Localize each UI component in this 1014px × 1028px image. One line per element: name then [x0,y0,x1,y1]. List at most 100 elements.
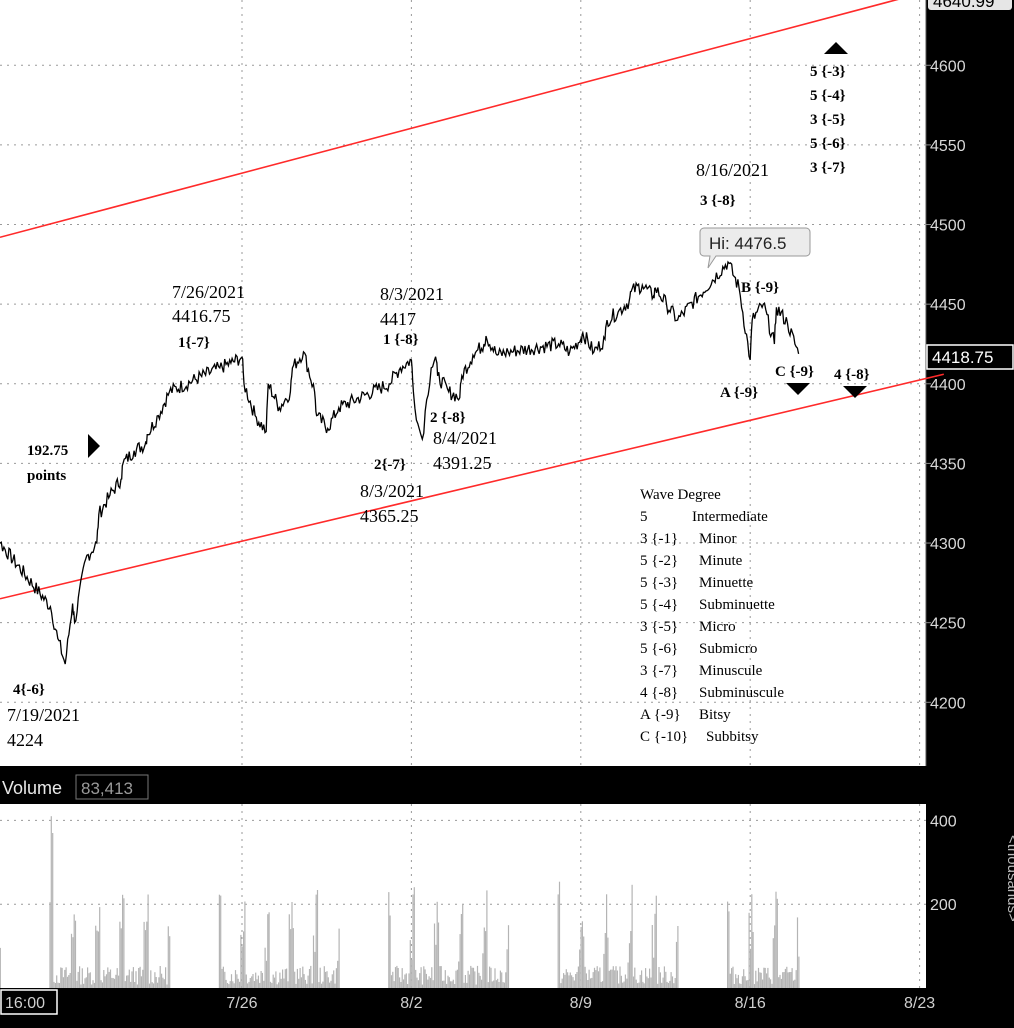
volume-bar [80,984,82,988]
volume-bar [432,980,434,988]
volume-bar [337,960,339,988]
volume-bar [85,977,87,988]
volume-bar [665,971,667,988]
volume-bar [120,928,122,988]
volume-bar [394,967,397,988]
volume-bar [796,917,799,988]
volume-bar [593,967,596,988]
volume-bar [323,966,325,988]
volume-bar [167,926,169,988]
volume-bar [157,982,159,988]
volume-bar [119,921,121,988]
volume-bar [388,892,390,988]
volume-bar [237,978,239,988]
legend-code: 3 {-5} [640,619,678,635]
volume-bar [123,898,125,988]
volume-bar [331,974,333,988]
volume-bar [493,980,495,988]
annotation-line: 8/4/2021 [433,428,497,448]
volume-bar [420,967,422,988]
volume-bar [505,972,507,988]
price-tick-label: 4200 [930,695,966,712]
volume-bar [146,921,148,988]
volume-bar [581,921,583,988]
annotation-7-19: 7/19/2021 4224 [7,705,80,750]
volume-bar [576,972,578,988]
volume-bar [623,981,625,988]
volume-bar [669,980,671,988]
volume-bar [243,931,245,988]
volume-bar [499,970,501,988]
volume-bar [154,972,156,988]
volume-bar [419,973,421,988]
volume-bar [286,968,288,988]
volume-bar [64,969,66,988]
volume-bar [454,984,456,988]
time-tick-label: 8/9 [570,995,592,1012]
price-line[interactable] [0,260,800,665]
volume-bar [642,981,644,988]
volume-bar [401,968,403,988]
annotation-8-3-low: 8/3/2021 4365.25 [360,481,424,526]
volume-bar [446,983,448,988]
volume-bar [478,972,480,988]
volume-bar [136,984,138,988]
channel-line[interactable] [0,373,944,600]
volume-bar [502,982,504,988]
volume-bar [764,967,766,988]
volume-bar [565,969,567,988]
volume-bar [589,978,592,988]
volume-bar [630,931,632,988]
volume-bar [481,979,483,988]
high-callout[interactable]: Hi: 4476.5 [699,227,811,269]
volume-bar [494,968,496,988]
volume-bar [444,970,446,988]
time-tick-label: 16:00 [5,995,45,1012]
volume-bar [299,968,301,988]
volume-bar [792,980,795,988]
volume-bar [88,973,90,988]
channel-line[interactable] [0,0,944,239]
legend-degree-name: Micro [699,619,736,635]
price-plot-area[interactable] [0,0,926,766]
volume-bar [66,976,69,988]
volume-bar [62,977,64,988]
volume-bar [464,975,466,988]
legend-degree-name: Subbitsy [706,729,759,745]
legend-code: 5 {-3} [640,575,678,591]
volume-bar [409,940,411,988]
volume-bar [677,926,679,988]
volume-bar [310,965,312,988]
high-callout-shape [699,227,811,269]
volume-bar [584,966,586,988]
volume-bar [318,982,320,988]
volume-label[interactable]: Volume [2,778,62,798]
volume-bar [733,984,735,988]
volume-bar [435,944,437,988]
volume-bar [104,976,106,988]
legend-degree-name: Minuscule [699,663,763,679]
volume-bar [495,980,497,988]
volume-bar [83,983,85,988]
volume-bar [425,973,427,988]
volume-bar [467,970,469,988]
volume-bar [784,968,786,988]
last-price-label: 4418.75 [932,348,993,367]
volume-bar [450,981,452,988]
volume-bar [399,977,401,988]
volume-bar [487,982,489,988]
volume-bar [100,980,102,988]
volume-bar [456,969,458,988]
volume-bar [795,970,797,988]
volume-bar [615,966,617,988]
legend-degree-name: Minuette [699,575,753,591]
volume-bar [731,968,733,988]
volume-bar [404,974,406,988]
volume-bar [232,981,234,988]
volume-bar [770,979,772,988]
volume-bar [745,980,747,988]
volume-bar [585,973,587,988]
volume-bar [169,936,171,988]
volume-bar [472,967,475,988]
volume-bar [654,913,656,988]
